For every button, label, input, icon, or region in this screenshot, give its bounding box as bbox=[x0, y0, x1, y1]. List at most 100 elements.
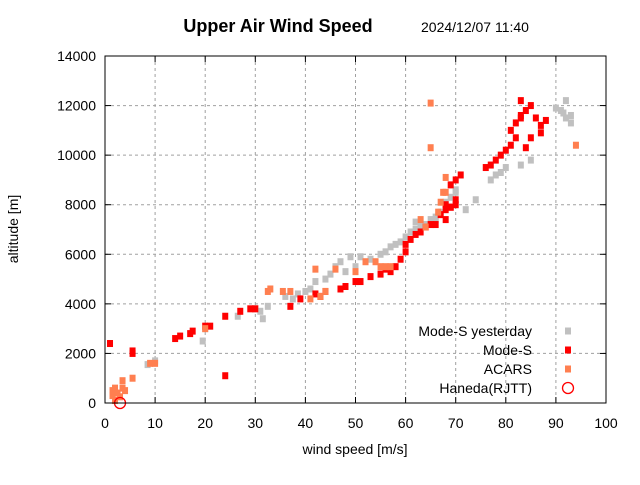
legend-label: Haneda(RJTT) bbox=[439, 380, 532, 396]
data-point bbox=[442, 188, 449, 196]
data-point bbox=[452, 201, 459, 209]
y-tick-label: 8000 bbox=[65, 197, 96, 213]
data-point bbox=[442, 173, 449, 181]
data-point bbox=[297, 295, 304, 303]
data-point bbox=[202, 325, 209, 333]
legend: Mode-S yesterday Mode-S ACARS Haneda(RJTT) bbox=[418, 323, 575, 396]
data-point bbox=[502, 164, 509, 172]
data-point bbox=[522, 107, 529, 115]
data-point bbox=[307, 285, 314, 293]
data-point bbox=[382, 248, 389, 256]
data-point bbox=[247, 305, 254, 313]
data-point bbox=[129, 347, 136, 355]
x-tick-label: 20 bbox=[197, 415, 213, 431]
x-tick-label: 10 bbox=[147, 415, 163, 431]
data-point bbox=[337, 258, 344, 266]
data-point bbox=[562, 114, 569, 122]
data-point bbox=[312, 278, 319, 286]
data-point bbox=[447, 181, 454, 189]
x-tick-label: 100 bbox=[594, 415, 618, 431]
data-points bbox=[107, 97, 579, 410]
data-point bbox=[522, 144, 529, 152]
data-point bbox=[412, 218, 419, 226]
chart-subtitle: 2024/12/07 11:40 bbox=[421, 19, 529, 35]
x-tick-label: 30 bbox=[248, 415, 264, 431]
data-point bbox=[517, 97, 524, 105]
legend-label: Mode-S bbox=[483, 342, 532, 358]
data-point bbox=[572, 141, 579, 149]
data-point bbox=[492, 156, 499, 164]
data-point bbox=[512, 119, 519, 127]
chart-title: Upper Air Wind Speed bbox=[183, 16, 372, 36]
data-point bbox=[402, 240, 409, 248]
data-point bbox=[222, 372, 229, 380]
x-tick-label: 0 bbox=[101, 415, 109, 431]
data-point bbox=[472, 196, 479, 204]
data-point bbox=[392, 263, 399, 271]
data-point bbox=[402, 248, 409, 256]
data-point bbox=[117, 393, 124, 401]
y-tick-label: 12000 bbox=[57, 98, 96, 114]
data-point bbox=[377, 263, 384, 271]
data-point bbox=[109, 392, 116, 400]
data-point bbox=[432, 221, 439, 229]
data-point bbox=[437, 198, 444, 206]
data-point bbox=[347, 253, 354, 261]
data-point bbox=[560, 109, 567, 117]
legend-marker bbox=[565, 365, 571, 373]
x-tick-label: 90 bbox=[548, 415, 564, 431]
data-point bbox=[382, 263, 389, 271]
data-point bbox=[452, 188, 459, 196]
data-point bbox=[387, 263, 394, 271]
legend-marker bbox=[565, 327, 571, 335]
data-point bbox=[432, 216, 439, 224]
data-point bbox=[392, 240, 399, 248]
data-point bbox=[442, 216, 449, 224]
data-point bbox=[387, 268, 394, 276]
data-point bbox=[452, 196, 459, 204]
data-point bbox=[199, 337, 206, 345]
y-tick-label: 10000 bbox=[57, 147, 96, 163]
data-point bbox=[279, 287, 286, 295]
data-point bbox=[497, 151, 504, 159]
y-tick-label: 0 bbox=[88, 395, 96, 411]
data-point bbox=[129, 374, 136, 382]
data-point bbox=[342, 283, 349, 291]
data-point bbox=[234, 312, 241, 320]
data-point bbox=[259, 315, 266, 323]
data-point bbox=[412, 226, 419, 233]
data-point bbox=[114, 389, 121, 397]
grid-lines bbox=[105, 56, 606, 403]
data-point bbox=[527, 134, 534, 142]
data-point bbox=[352, 263, 359, 271]
data-point bbox=[427, 99, 434, 107]
y-axis-label: altitude [m] bbox=[5, 195, 21, 263]
data-point bbox=[427, 216, 434, 224]
data-point bbox=[427, 221, 434, 229]
data-point bbox=[422, 223, 429, 231]
legend-label: Mode-S yesterday bbox=[418, 323, 532, 339]
data-point bbox=[294, 290, 301, 298]
data-point bbox=[512, 134, 519, 142]
data-point bbox=[502, 146, 509, 154]
data-point bbox=[417, 221, 424, 229]
data-point bbox=[122, 387, 129, 395]
x-tick-label: 50 bbox=[348, 415, 364, 431]
legend-label: ACARS bbox=[484, 361, 532, 377]
data-point bbox=[257, 307, 264, 315]
data-point bbox=[507, 141, 514, 149]
data-point bbox=[562, 97, 569, 105]
data-point bbox=[367, 273, 374, 281]
data-point bbox=[537, 121, 544, 129]
legend-marker bbox=[565, 346, 571, 354]
data-point bbox=[172, 335, 179, 343]
data-point bbox=[322, 275, 329, 283]
data-point bbox=[317, 292, 324, 300]
data-point bbox=[417, 216, 424, 224]
legend-marker bbox=[561, 381, 575, 395]
data-point bbox=[507, 126, 514, 134]
data-point bbox=[417, 228, 424, 236]
data-point bbox=[289, 295, 296, 303]
data-point bbox=[287, 287, 294, 295]
data-point bbox=[462, 206, 469, 214]
